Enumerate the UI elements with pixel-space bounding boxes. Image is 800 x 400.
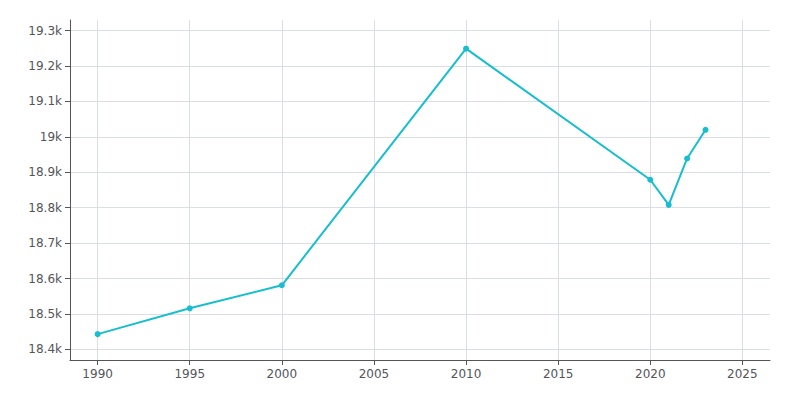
svg-text:19.1k: 19.1k xyxy=(28,94,62,108)
svg-text:2025: 2025 xyxy=(727,367,758,381)
svg-text:18.6k: 18.6k xyxy=(28,272,62,286)
svg-text:19k: 19k xyxy=(40,130,62,144)
svg-text:18.5k: 18.5k xyxy=(28,307,62,321)
svg-text:2020: 2020 xyxy=(635,367,666,381)
svg-text:1995: 1995 xyxy=(174,367,205,381)
svg-text:2010: 2010 xyxy=(451,367,482,381)
svg-text:18.4k: 18.4k xyxy=(28,342,62,356)
svg-text:19.3k: 19.3k xyxy=(28,24,62,38)
svg-text:18.8k: 18.8k xyxy=(28,201,62,215)
svg-text:19.2k: 19.2k xyxy=(28,59,62,73)
svg-text:18.9k: 18.9k xyxy=(28,165,62,179)
svg-text:2005: 2005 xyxy=(359,367,390,381)
svg-text:18.7k: 18.7k xyxy=(28,236,62,250)
svg-text:2000: 2000 xyxy=(267,367,298,381)
svg-text:1990: 1990 xyxy=(82,367,113,381)
svg-text:2015: 2015 xyxy=(543,367,574,381)
